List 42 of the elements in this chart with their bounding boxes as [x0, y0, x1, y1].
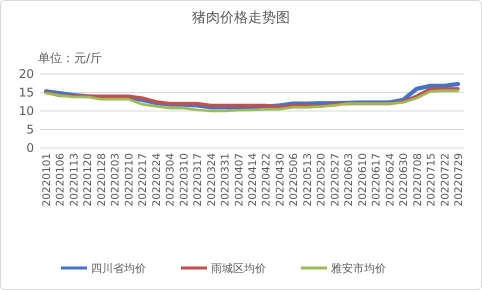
- x-tick-label: 20220630: [398, 153, 410, 206]
- y-tick-label: 0: [26, 141, 34, 156]
- x-tick-label: 20220414: [247, 152, 259, 206]
- chart-title: 猪肉价格走势图: [192, 10, 290, 26]
- x-tick-label: 20220128: [96, 153, 108, 206]
- y-tick-label: 10: [18, 104, 34, 118]
- x-tick-label: 20220506: [288, 152, 300, 206]
- x-tick-label: 20220113: [68, 153, 80, 206]
- x-tick-label: 20220422: [260, 153, 273, 206]
- x-tick-label: 20220217: [137, 153, 150, 206]
- y-tick-label: 20: [18, 67, 34, 82]
- x-tick-label: 20220729: [453, 153, 465, 206]
- x-tick-label: 20220603: [343, 153, 356, 206]
- x-tick-label: 20220527: [329, 153, 342, 206]
- x-tick-label: 20220324: [206, 152, 218, 206]
- x-tick-label: 20220722: [439, 153, 452, 206]
- x-tick-label: 20220304: [164, 152, 177, 206]
- x-tick-label: 20220610: [356, 153, 369, 206]
- x-tick-label: 20220317: [192, 153, 204, 206]
- x-tick-label: 20220624: [384, 152, 396, 206]
- x-tick-label: 20220513: [302, 153, 314, 206]
- x-tick-label: 20220210: [123, 153, 136, 206]
- x-tick-label: 20220715: [426, 153, 438, 206]
- x-tick-label: 20220617: [370, 153, 383, 206]
- x-tick-label: 20220310: [178, 153, 190, 206]
- y-axis-title: 单位：元/斤: [38, 51, 102, 65]
- x-tick-label: 20220224: [150, 152, 163, 206]
- y-tick-label: 5: [26, 122, 34, 137]
- legend-label: 雅安市均价: [331, 262, 386, 275]
- x-tick-label: 20220430: [274, 153, 286, 206]
- x-tick-label: 20220520: [316, 153, 328, 206]
- y-tick-label: 15: [18, 86, 34, 100]
- line-series: [44, 89, 460, 112]
- x-tick-label: 20220708: [412, 153, 424, 206]
- legend-label: 四川省均价: [91, 262, 146, 275]
- x-tick-label: 20220101: [41, 153, 53, 206]
- x-tick-label: 20220331: [220, 153, 232, 206]
- x-tick-label: 20220120: [82, 153, 94, 206]
- x-tick-label: 20220203: [110, 153, 122, 206]
- x-tick-label: 20220407: [233, 153, 246, 206]
- legend-label: 雨城区均价: [211, 262, 266, 275]
- x-tick-label: 20220106: [54, 152, 67, 206]
